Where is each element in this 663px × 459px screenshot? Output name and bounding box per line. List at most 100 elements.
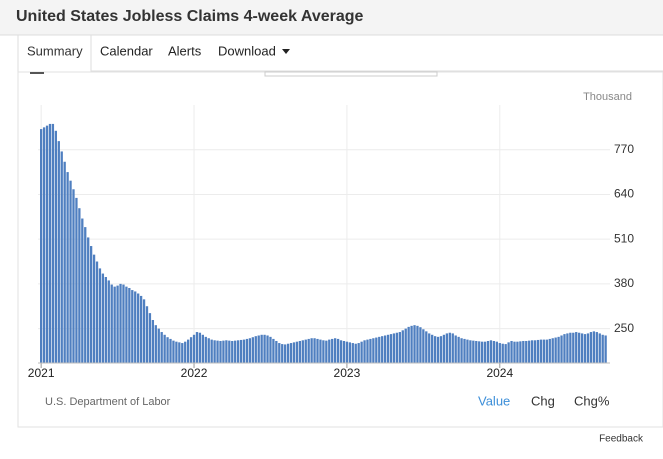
unit-label: Thousand: [583, 91, 632, 103]
bar: [398, 332, 401, 363]
bar: [475, 340, 478, 363]
bar: [413, 325, 416, 363]
bar: [451, 333, 454, 363]
tab[interactable]: Alerts: [168, 43, 202, 58]
bar: [580, 333, 584, 363]
bar: [148, 313, 152, 363]
bar: [601, 334, 604, 363]
bar: [548, 338, 551, 363]
bar: [328, 339, 331, 363]
bar: [448, 332, 451, 363]
bar: [207, 338, 210, 363]
bar: [510, 340, 513, 363]
x-tick-label: 2021: [28, 366, 55, 380]
bar: [254, 336, 257, 363]
bar: [298, 340, 302, 363]
dropdown-caret: [282, 49, 290, 54]
bar: [78, 208, 81, 363]
bar: [386, 334, 390, 363]
bar: [507, 342, 510, 363]
bar: [363, 340, 366, 363]
active-tab-box: [17, 34, 92, 73]
bar: [142, 299, 146, 363]
bar: [151, 320, 155, 363]
bar: [181, 343, 184, 363]
chgpct-button[interactable]: Chg%: [574, 393, 610, 408]
bar: [592, 331, 596, 363]
bar: [198, 332, 202, 363]
bar: [257, 335, 260, 363]
bar: [522, 340, 525, 363]
tab[interactable]: Calendar: [100, 43, 153, 58]
bar: [501, 343, 504, 363]
value-button[interactable]: Value: [478, 393, 510, 408]
bar: [416, 325, 419, 363]
bar: [110, 284, 113, 363]
bar: [278, 343, 281, 363]
bar: [348, 342, 351, 363]
bar: [184, 341, 187, 363]
bar: [266, 335, 269, 363]
bar: [101, 273, 105, 363]
bar: [419, 327, 422, 363]
bar: [478, 341, 481, 363]
bar: [128, 288, 131, 363]
x-tick-label: 2024: [486, 366, 513, 380]
bar: [569, 332, 572, 363]
bar: [231, 340, 234, 363]
tab[interactable]: Download: [218, 43, 276, 58]
bar: [542, 339, 546, 363]
bar: [295, 341, 299, 363]
bar: [498, 343, 501, 363]
bar: [357, 343, 360, 363]
bar: [272, 338, 275, 363]
bar: [454, 335, 457, 363]
bar: [372, 338, 375, 363]
bar: [536, 339, 540, 363]
bar: [307, 338, 310, 363]
bar: [339, 340, 343, 363]
bar: [325, 340, 328, 363]
bar: [319, 339, 322, 363]
bar: [369, 338, 372, 363]
bar: [378, 336, 381, 363]
bar: [530, 340, 534, 363]
x-tick-label: 2023: [334, 366, 361, 380]
bar: [89, 246, 93, 363]
tab[interactable]: Summary: [27, 43, 83, 58]
chg-button[interactable]: Chg: [531, 393, 555, 408]
bar: [445, 333, 449, 363]
bar: [234, 340, 237, 363]
bar: [313, 338, 316, 363]
bar: [422, 329, 425, 363]
bar: [401, 330, 404, 363]
bar: [98, 268, 102, 363]
bar: [528, 340, 531, 363]
bar: [187, 339, 190, 363]
bar: [433, 336, 437, 363]
bar: [84, 227, 87, 363]
bar: [575, 332, 578, 363]
bar: [545, 339, 548, 363]
bar: [342, 340, 346, 363]
bar: [436, 336, 440, 363]
bar: [486, 340, 490, 363]
bar: [389, 334, 393, 363]
bar: [292, 342, 296, 363]
feedback-link[interactable]: Feedback: [599, 434, 644, 445]
bar: [286, 343, 290, 363]
bar: [92, 254, 96, 363]
bar: [163, 334, 166, 363]
bar: [42, 127, 46, 363]
bar: [192, 334, 196, 363]
plot: 250 380 510 640 770 2021 2022 2023 2024: [28, 105, 634, 380]
bar: [95, 261, 99, 363]
bar: [166, 337, 169, 363]
bar: [513, 341, 516, 363]
bar: [301, 340, 304, 363]
bar: [72, 189, 75, 363]
bar: [137, 293, 140, 363]
bar: [60, 151, 63, 363]
bar: [125, 286, 128, 363]
bar: [351, 343, 354, 363]
